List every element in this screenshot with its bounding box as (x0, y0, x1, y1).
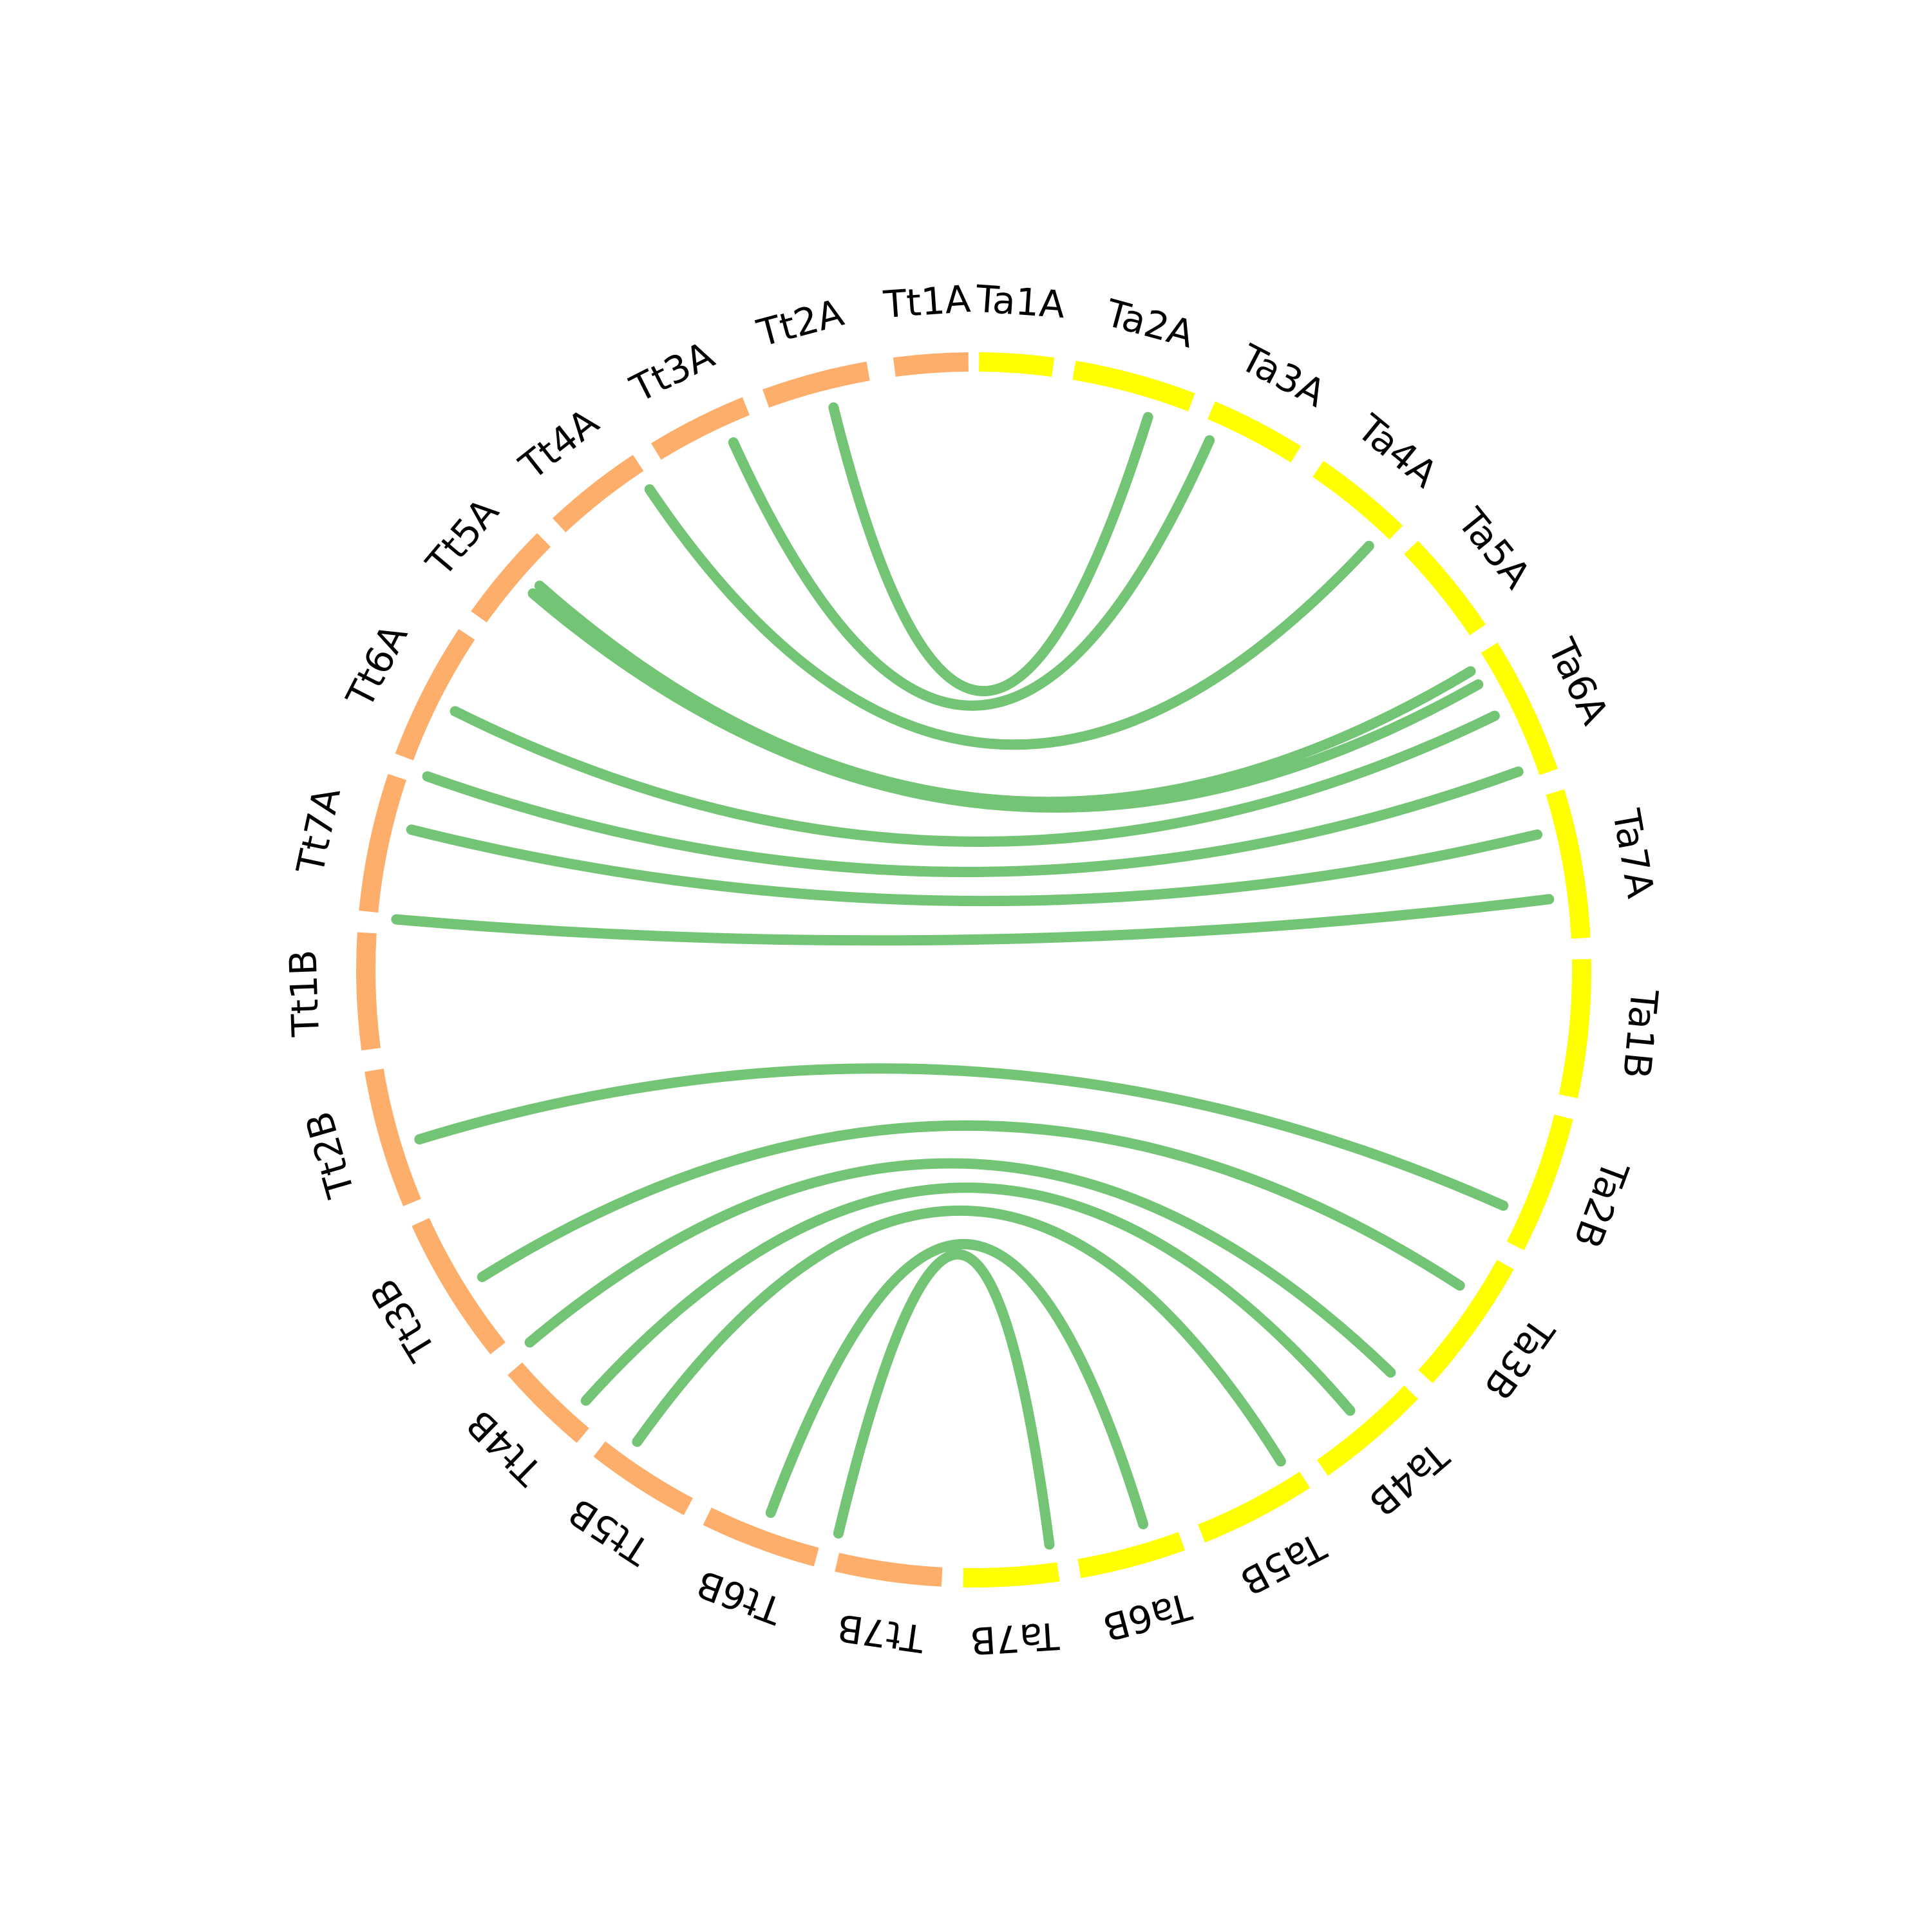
segment-label-tt7b: Tt7B (835, 1605, 927, 1661)
segment-label-tt3a: Tt3A (623, 332, 721, 411)
segment-label-tt5a: Tt5A (417, 489, 507, 585)
link-tt4a-ta4a-2 (644, 484, 1374, 750)
link-tt6a-ta6a-6 (422, 766, 1524, 877)
segment-label-ta4a: Ta4A (1349, 406, 1446, 497)
segment-tt1a (893, 352, 969, 377)
link-tt4b-ta4b-11 (524, 1158, 1396, 1378)
segment-label-ta3b: Ta3B (1475, 1309, 1563, 1408)
segment-label-ta5b: Ta5B (1233, 1524, 1333, 1604)
segment-ta6a (1481, 642, 1558, 775)
link-tt3a-ta3a-1 (728, 435, 1215, 711)
segment-tt3b (412, 1218, 506, 1355)
segment-label-ta6b: Ta6B (1099, 1584, 1197, 1650)
segment-label-ta7b: Ta7B (969, 1614, 1061, 1663)
segment-ta7a (1546, 789, 1591, 939)
segment-label-ta5a: Ta5A (1449, 500, 1539, 597)
segment-tt7b (835, 1553, 943, 1587)
segment-label-ta2b: Ta2B (1565, 1155, 1637, 1254)
segment-ta5b (1197, 1472, 1311, 1543)
segment-ta7b (963, 1562, 1060, 1587)
segments-layer (356, 352, 1592, 1587)
segment-label-tt4a: Tt4A (511, 400, 607, 489)
segment-ta4b (1316, 1385, 1418, 1476)
segment-tt5a (471, 533, 551, 623)
segment-ta1b (1558, 959, 1592, 1099)
segment-label-tt6a: Tt6A (337, 617, 416, 715)
segment-label-tt5b: Tt5B (561, 1490, 658, 1574)
link-tt6a-ta6a-5 (450, 706, 1500, 847)
segment-ta3a (1207, 401, 1302, 463)
link-tt6b-ta6b-14 (765, 1238, 1149, 1530)
segment-tt5b (593, 1441, 693, 1515)
segment-label-ta7a: Ta7A (1604, 806, 1663, 902)
segment-tt2a (762, 361, 870, 408)
segment-label-ta6a: Ta6A (1539, 632, 1617, 732)
segment-tt6a (395, 629, 475, 761)
link-tt5a-ta5a-4 (527, 588, 1484, 813)
links-layer (391, 402, 1555, 1550)
segment-tt7a (359, 773, 407, 913)
segment-label-tt3b: Tt3B (361, 1271, 444, 1368)
segment-ta2a (1072, 361, 1195, 412)
segment-tt6b (703, 1508, 819, 1567)
segment-tt4a (552, 455, 644, 533)
segment-label-ta2a: Ta2A (1101, 290, 1198, 356)
segment-label-ta1b: Ta1B (1615, 987, 1667, 1081)
segment-tt1b (356, 932, 381, 1051)
link-tt7a-ta7a-8 (391, 894, 1555, 946)
segment-ta2b (1506, 1114, 1573, 1251)
link-tt5b-ta5b-13 (632, 1205, 1286, 1467)
link-tt7a-ta7a-7 (406, 824, 1543, 907)
link-tt2a-ta2a-0 (828, 402, 1153, 696)
segment-label-ta3a: Ta3A (1233, 336, 1332, 416)
link-tt4b-ta4b-12 (580, 1182, 1356, 1416)
link-tt2b-ta2b-9 (414, 1063, 1509, 1211)
segment-ta4a (1312, 460, 1403, 540)
link-tt7b-ta7b-15 (833, 1249, 1055, 1550)
segment-label-tt6b: Tt6B (691, 1562, 788, 1633)
segment-ta5a (1404, 540, 1486, 636)
segment-label-tt1a: Tt1A (882, 277, 972, 327)
link-tt3b-ta3b-10 (477, 1120, 1465, 1291)
segment-ta3b (1418, 1260, 1514, 1383)
segment-label-ta4b: Ta4B (1361, 1433, 1457, 1524)
segment-label-ta1a: Ta1A (974, 277, 1066, 327)
segment-ta6b (1077, 1531, 1186, 1578)
segment-label-tt2a: Tt2A (752, 290, 848, 355)
segment-label-tt7a: Tt7A (288, 784, 349, 878)
segment-ta1a (978, 352, 1055, 377)
segment-tt2b (365, 1068, 421, 1207)
segment-label-tt1b: Tt1B (281, 949, 328, 1038)
segment-tt3a (650, 397, 750, 460)
segment-label-tt2b: Tt2B (297, 1107, 363, 1203)
segment-label-tt4b: Tt4B (458, 1401, 551, 1494)
segment-tt4b (507, 1362, 589, 1443)
